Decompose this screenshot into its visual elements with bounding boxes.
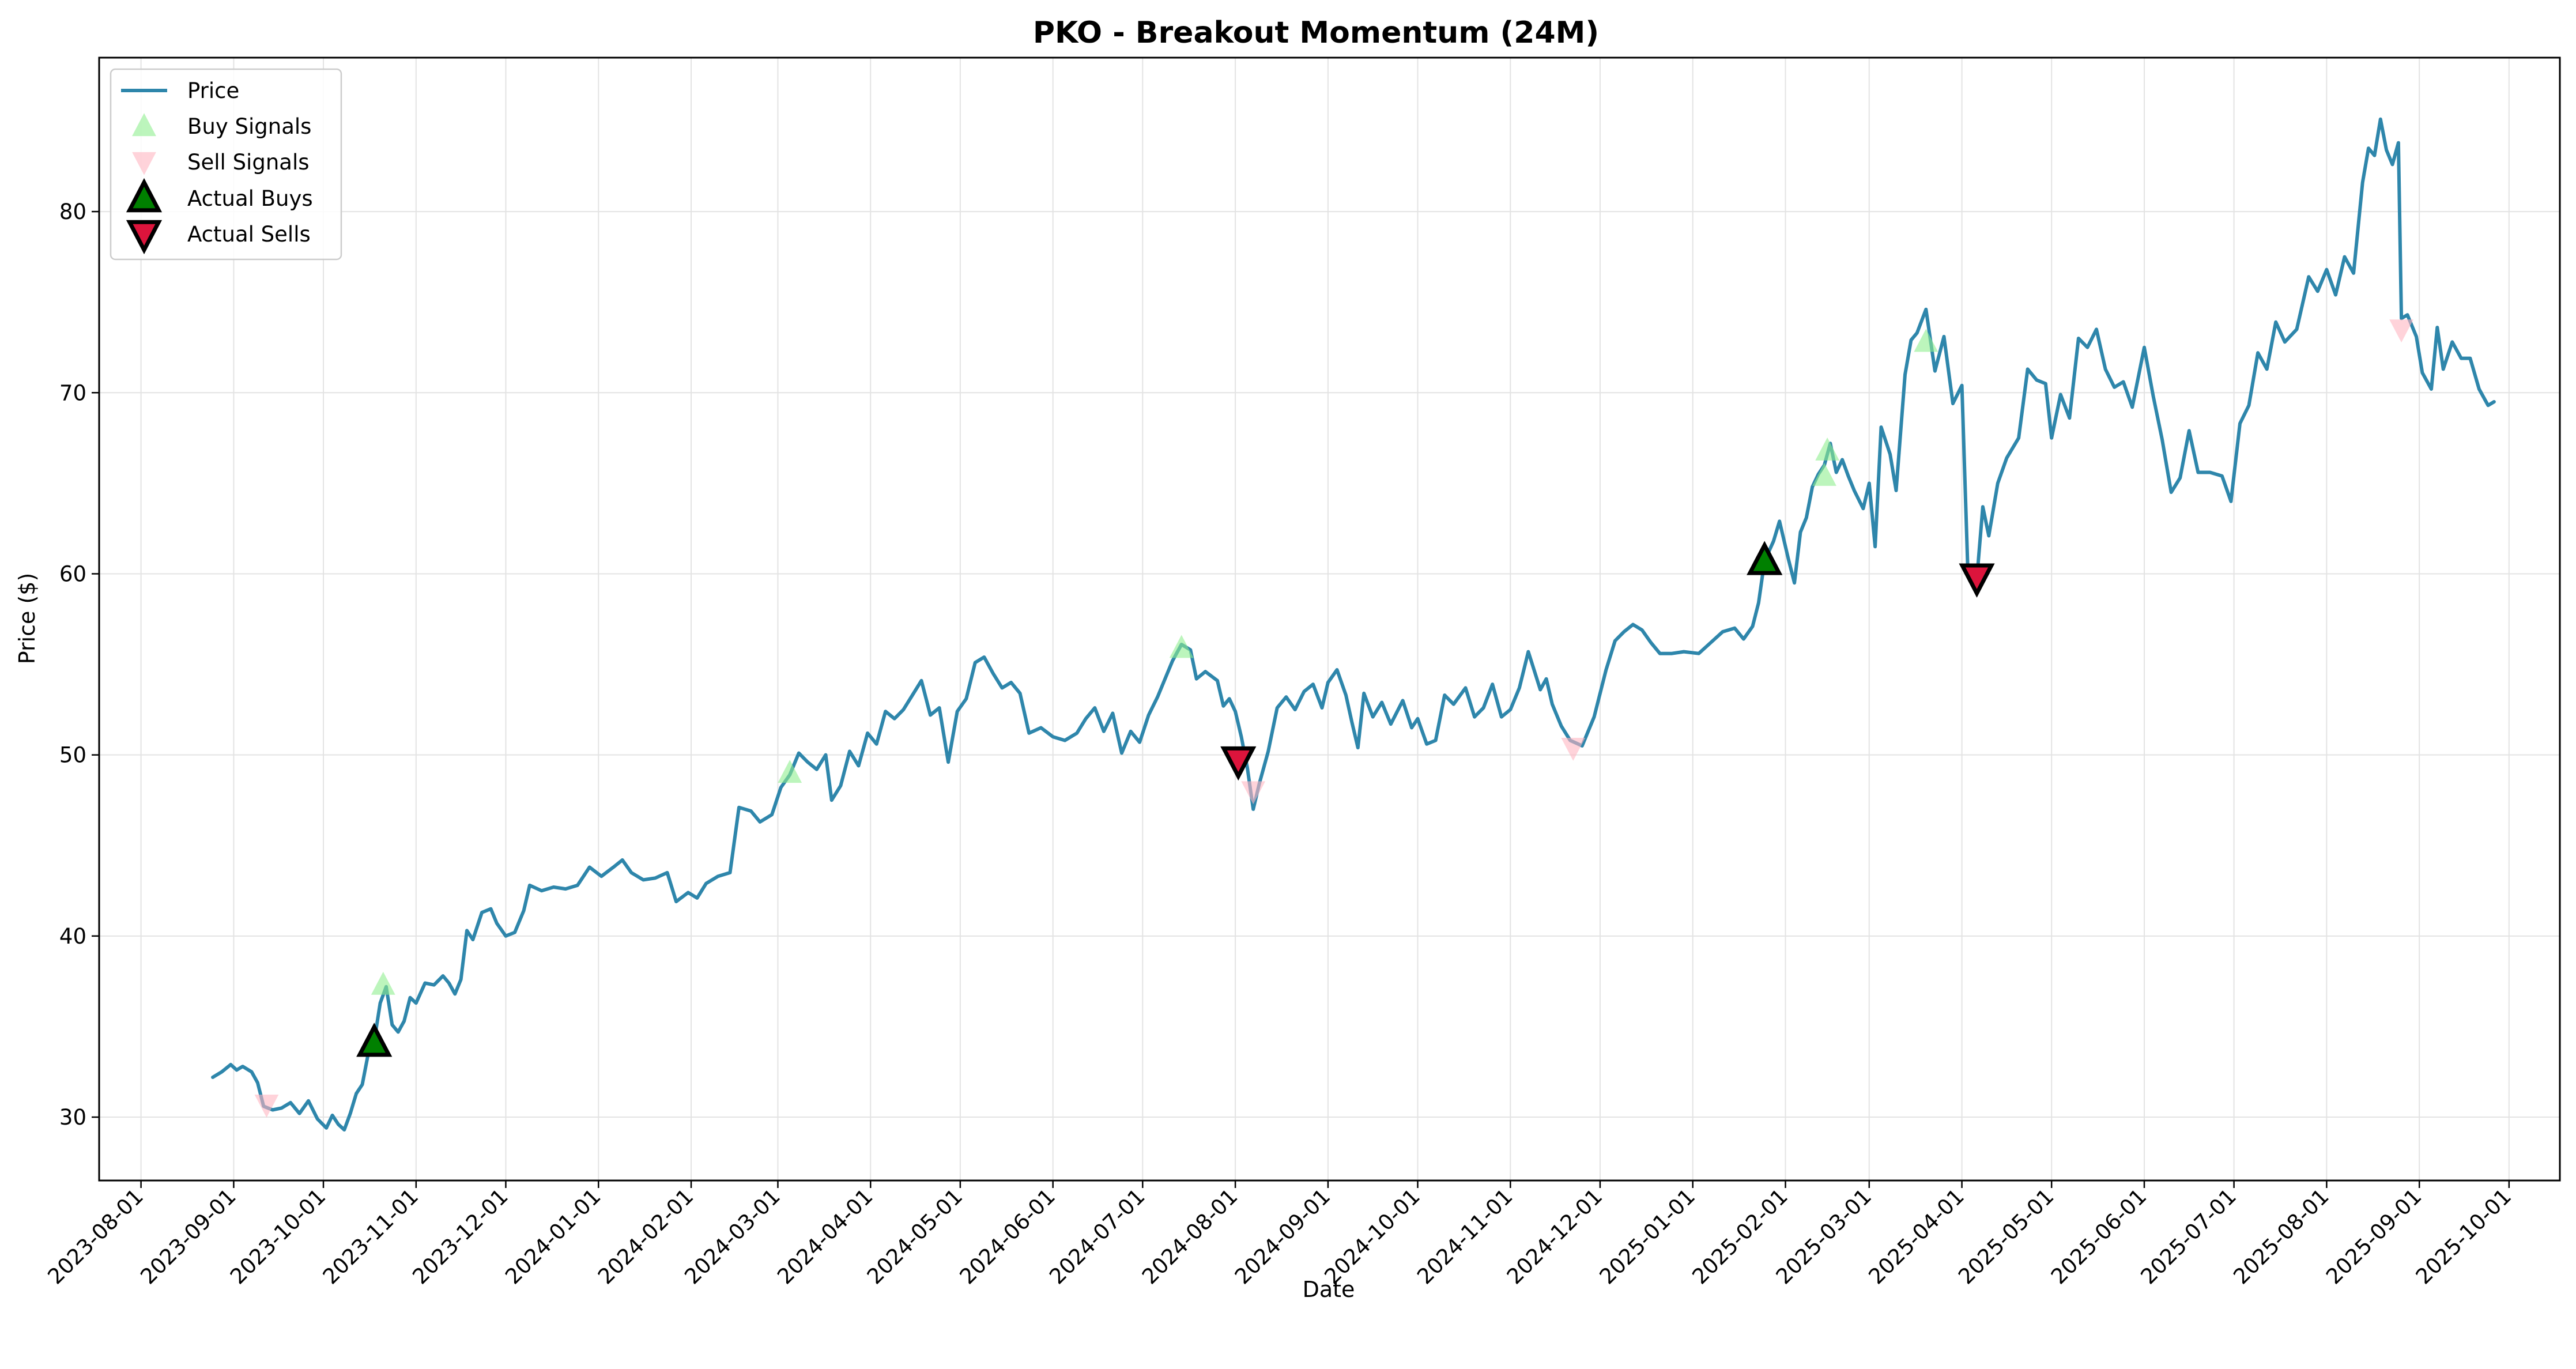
x-tick-label: 2023-10-01 (225, 1184, 330, 1289)
buy-signal-marker (778, 760, 802, 783)
x-tick-label: 2024-12-01 (1502, 1184, 1607, 1289)
legend-label: Buy Signals (187, 114, 311, 139)
x-tick-label: 2023-11-01 (318, 1184, 423, 1289)
y-tick-label: 30 (59, 1105, 86, 1130)
x-tick-label: 2025-06-01 (2046, 1184, 2151, 1289)
legend-box (110, 68, 342, 261)
x-tick-label: 2023-09-01 (135, 1184, 240, 1289)
legend-label: Sell Signals (187, 150, 310, 175)
grid-lines (99, 58, 2560, 1181)
x-tick-label: 2024-09-01 (1230, 1184, 1335, 1289)
buy-signal-marker (1812, 462, 1836, 486)
x-tick-label: 2025-07-01 (2136, 1184, 2241, 1289)
actual-buy-marker (1747, 541, 1783, 575)
y-tick-label: 70 (59, 380, 86, 405)
x-tick-label: 2024-10-01 (1319, 1184, 1424, 1289)
legend: Price Buy Signals Sell Signals Actual Buys A… (110, 68, 342, 261)
x-tick-label: 2025-08-01 (2228, 1184, 2333, 1289)
x-tick-label: 2024-05-01 (862, 1184, 967, 1289)
x-axis-label: Date (1303, 1277, 1355, 1302)
legend-marker-swatch (132, 113, 156, 137)
x-tick-label: 2025-05-01 (1953, 1184, 2058, 1289)
chart-title: PKO - Breakout Momentum (24M) (1033, 16, 1599, 50)
sell-signal-marker (254, 1094, 279, 1118)
sell-signal-marker (1561, 737, 1586, 761)
signal-markers (254, 319, 2413, 1118)
x-tick-label: 2025-04-01 (1864, 1184, 1968, 1289)
buy-signal-marker (1914, 329, 1938, 352)
legend-label: Price (187, 78, 239, 103)
x-tick-label: 2024-11-01 (1412, 1184, 1517, 1289)
x-tick-label: 2024-08-01 (1137, 1184, 1242, 1289)
x-tick-label: 2023-12-01 (408, 1184, 512, 1289)
y-axis-label: Price ($) (14, 573, 40, 665)
y-tick-label: 80 (59, 199, 86, 224)
price-line (211, 117, 2496, 1132)
sell-signal-marker (2389, 319, 2413, 343)
legend-marker-swatch (126, 178, 163, 213)
x-tick-label: 2025-01-01 (1595, 1184, 1700, 1289)
x-tick-label: 2025-10-01 (2411, 1184, 2516, 1289)
x-tick-label: 2024-07-01 (1044, 1184, 1149, 1289)
series-layer (211, 117, 2496, 1132)
plot-frame (98, 56, 2561, 1182)
x-tick-label: 2025-09-01 (2321, 1184, 2426, 1289)
x-tick-label: 2024-01-01 (500, 1184, 605, 1289)
y-tick-label: 50 (59, 743, 86, 768)
actual-sell-marker (1220, 746, 1257, 781)
y-tick-label: 40 (59, 924, 86, 949)
legend-label: Actual Buys (187, 186, 313, 211)
legend-marker-swatch (132, 152, 156, 175)
sell-signal-marker (1241, 781, 1266, 805)
buy-signal-marker (371, 971, 395, 995)
legend-label: Actual Sells (187, 222, 311, 247)
actual-sell-marker (1959, 563, 1995, 598)
legend-marker-swatch (126, 220, 163, 255)
y-tick-label: 60 (59, 561, 86, 586)
actual-buy-marker (356, 1023, 393, 1057)
buy-signal-marker (1169, 635, 1194, 658)
x-tick-label: 2023-08-01 (43, 1184, 148, 1289)
x-tick-label: 2024-06-01 (955, 1184, 1060, 1289)
buy-signal-marker (1815, 438, 1840, 461)
axes: 2023-08-012023-09-012023-10-012023-11-01… (43, 56, 2561, 1289)
x-tick-label: 2024-04-01 (772, 1184, 877, 1289)
